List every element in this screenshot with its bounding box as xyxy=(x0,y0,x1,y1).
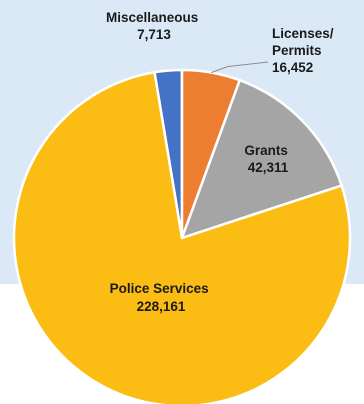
pie-slice-police-services xyxy=(12,71,352,404)
leader-line-licenses-permits xyxy=(211,61,269,74)
label-grants-name: Grants xyxy=(244,143,288,158)
label-miscellaneous-value: 7,713 xyxy=(137,27,171,42)
label-miscellaneous: Miscellaneous 7,713 xyxy=(106,10,202,42)
label-police-services-value: 228,161 xyxy=(137,299,186,314)
label-licenses-value: 16,452 xyxy=(272,60,313,75)
label-miscellaneous-name: Miscellaneous xyxy=(106,10,198,25)
label-licenses-permits: Licenses/ Permits 16,452 xyxy=(272,26,337,75)
leader-lines xyxy=(211,61,269,74)
pie-slices xyxy=(12,68,352,404)
label-police-services: Police Services 228,161 xyxy=(110,281,213,314)
label-police-services-name: Police Services xyxy=(110,281,209,296)
label-licenses-line2: Permits xyxy=(272,43,322,58)
label-grants: Grants 42,311 xyxy=(244,143,291,175)
label-grants-value: 42,311 xyxy=(248,160,289,175)
label-licenses-line1: Licenses/ xyxy=(272,26,334,41)
